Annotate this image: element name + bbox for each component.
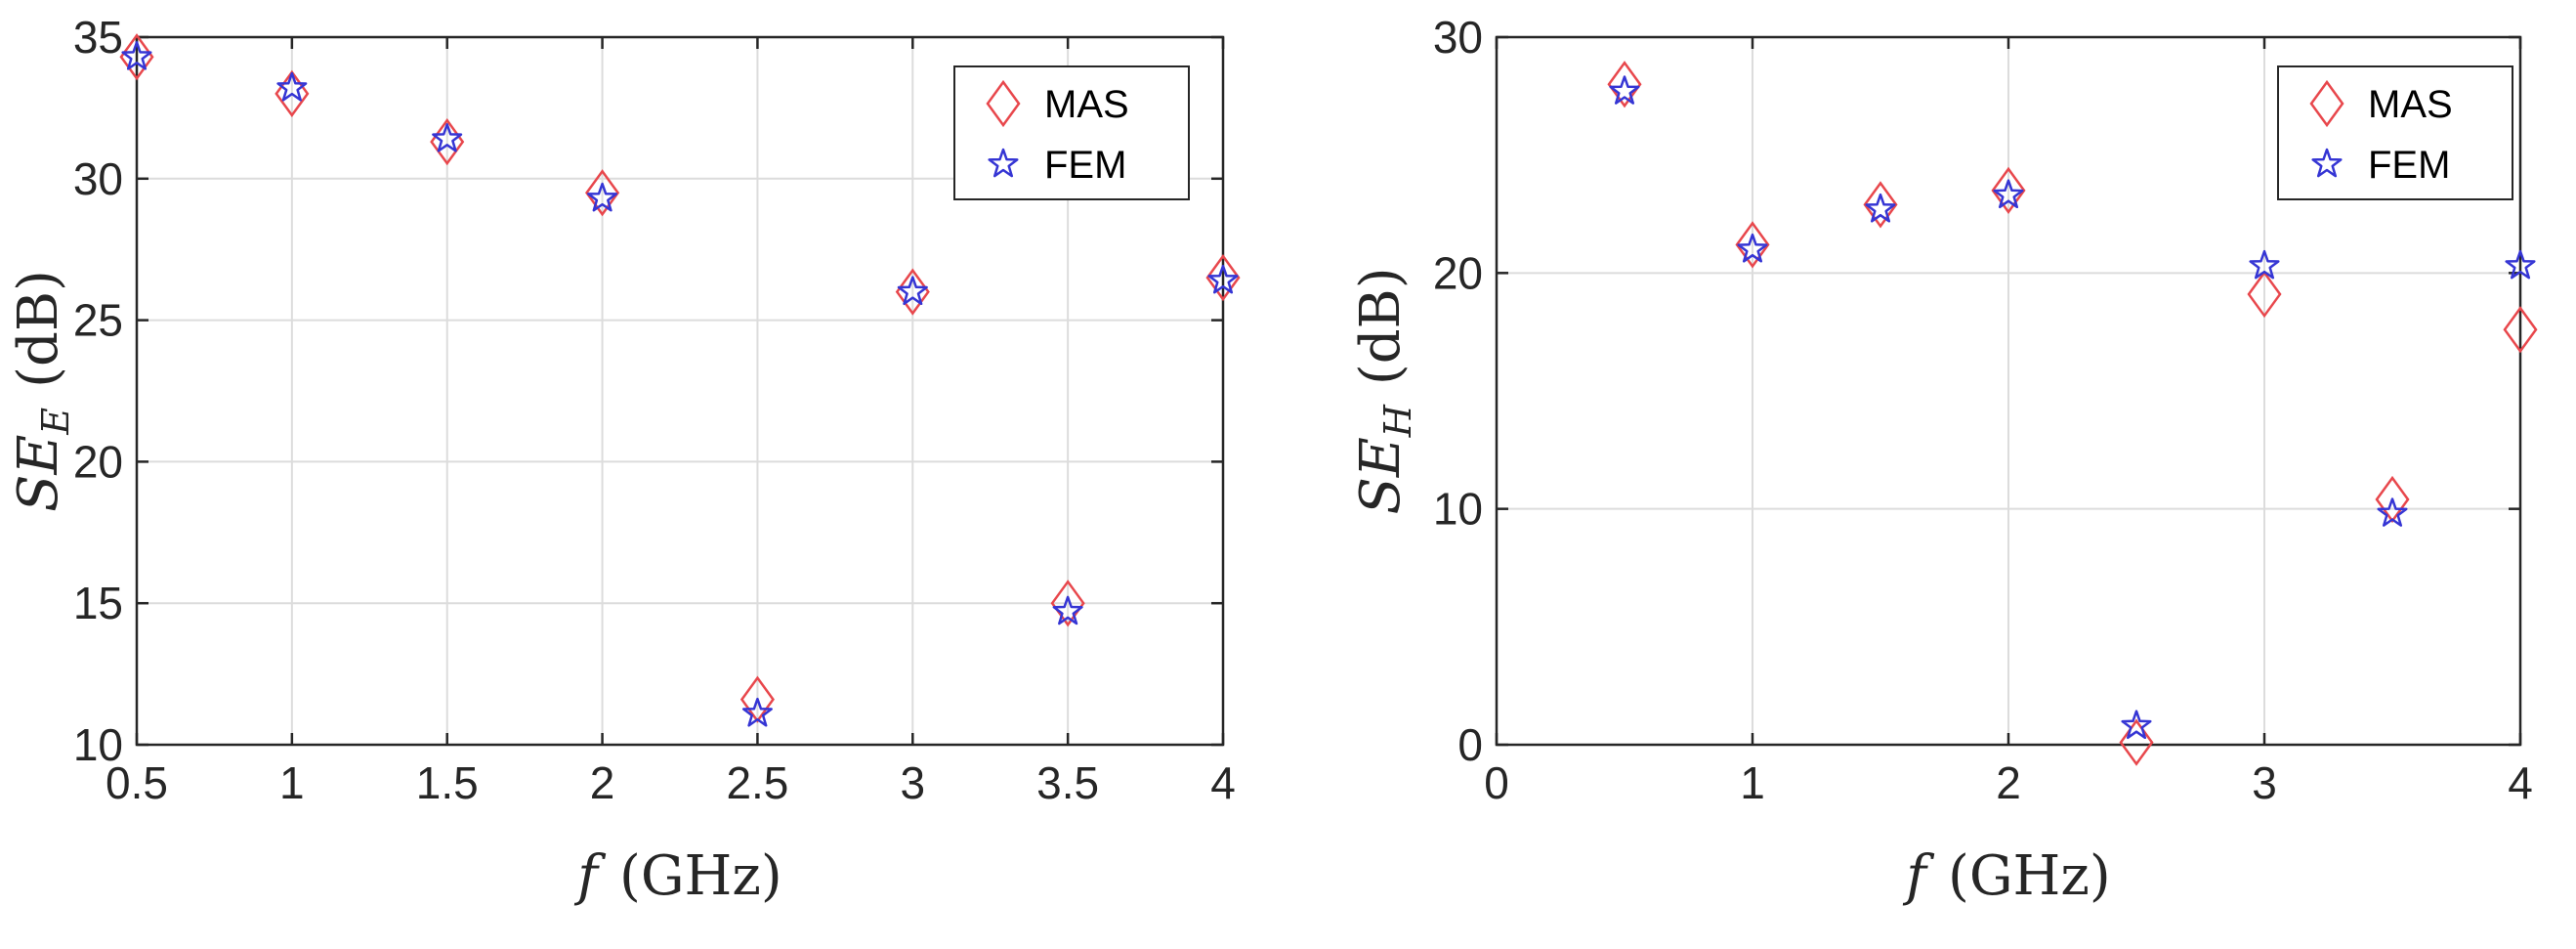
y-tick-label: 30 — [73, 153, 123, 204]
x-tick-label: 2 — [590, 757, 615, 808]
y-tick-label: 20 — [73, 436, 123, 487]
point-mas — [895, 268, 930, 316]
x-tick-label: 2 — [1996, 757, 2021, 808]
point-mas — [585, 169, 620, 217]
y-tick-label: 25 — [73, 295, 123, 346]
y-tick-label: 10 — [73, 719, 123, 770]
x-axis-label: f (GHz) — [1902, 844, 2111, 908]
point-mas — [2503, 306, 2538, 354]
point-fem — [1207, 264, 1239, 294]
x-axis-symbol: f — [1902, 844, 1935, 908]
x-axis-unit: (GHz) — [619, 844, 782, 908]
plot-frame — [135, 35, 1225, 747]
x-tick-label: 4 — [2508, 757, 2533, 808]
y-axis-symbol: SE — [1349, 437, 1413, 514]
x-tick-label: 3 — [900, 757, 925, 808]
point-fem — [2377, 497, 2408, 527]
x-tick-label: 0.5 — [106, 757, 168, 808]
point-fem — [1993, 179, 2024, 209]
point-fem — [121, 41, 152, 70]
x-tick-label: 2.5 — [726, 757, 788, 808]
point-fem — [1865, 193, 1896, 223]
point-fem — [587, 182, 618, 212]
legend-label-mas: MAS — [1044, 83, 1129, 126]
point-fem — [276, 71, 308, 102]
y-axis-subscript: E — [34, 408, 77, 436]
x-tick-label: 1 — [1740, 757, 1765, 808]
y-tick-label: 10 — [1433, 484, 1483, 535]
y-tick-label: 30 — [1433, 12, 1483, 63]
legend-box — [953, 65, 1190, 200]
point-mas — [119, 33, 154, 81]
legend-marker-fem — [988, 148, 1019, 178]
point-fem — [1609, 75, 1640, 105]
point-mas — [1735, 221, 1770, 269]
point-fem — [897, 276, 928, 306]
legend-box — [2277, 65, 2513, 200]
point-mas — [739, 675, 775, 723]
point-fem — [2249, 249, 2280, 280]
x-tick-label: 3.5 — [1036, 757, 1099, 808]
y-tick-label: 35 — [73, 12, 123, 63]
x-tick-label: 1 — [279, 757, 305, 808]
point-fem — [2505, 249, 2536, 280]
legend-marker-mas — [986, 79, 1021, 128]
y-axis-label: SEE (dB) — [7, 270, 77, 512]
y-tick-label: 0 — [1457, 719, 1483, 770]
x-tick-label: 0 — [1484, 757, 1509, 808]
x-tick-label: 1.5 — [416, 757, 479, 808]
y-axis-unit: (dB) — [1349, 267, 1413, 385]
legend-marker-fem — [2311, 148, 2343, 178]
point-mas — [1050, 580, 1085, 627]
point-mas — [1991, 166, 2026, 214]
point-mas — [1607, 61, 1642, 108]
chart-se-e: 0.5 1 1.5 2 2.5 3 3.5 4 10 15 20 25 30 35 f (GHz) SEE (dB… — [7, 12, 1241, 908]
legend-label-fem: FEM — [2368, 144, 2450, 187]
point-fem — [741, 697, 773, 727]
x-axis-label: f (GHz) — [573, 844, 782, 908]
y-axis-unit: (dB) — [7, 270, 70, 388]
point-mas — [1863, 181, 1898, 229]
legend-marker-mas — [2309, 79, 2344, 128]
point-fem — [432, 123, 463, 152]
chart-se-h: 0 1 2 3 4 0 10 20 30 f (GHz) SEH (dB) MAS FEM — [1349, 12, 2538, 908]
point-mas — [2119, 718, 2154, 766]
point-fem — [1737, 233, 1768, 263]
point-mas — [1205, 254, 1241, 302]
y-axis-symbol: SE — [7, 435, 70, 512]
y-tick-label: 20 — [1433, 247, 1483, 298]
x-axis-unit: (GHz) — [1948, 844, 2111, 908]
legend-label-mas: MAS — [2368, 83, 2453, 126]
y-axis-label: SEH (dB) — [1349, 267, 1419, 514]
point-fem — [2121, 710, 2152, 740]
y-axis-subscript: H — [1376, 404, 1419, 438]
x-tick-label: 4 — [1210, 757, 1236, 808]
x-tick-label: 3 — [2252, 757, 2277, 808]
y-tick-label: 15 — [73, 578, 123, 628]
point-mas — [2247, 270, 2282, 319]
legend-label-fem: FEM — [1044, 144, 1126, 187]
x-axis-symbol: f — [573, 844, 607, 908]
point-fem — [1052, 595, 1083, 625]
